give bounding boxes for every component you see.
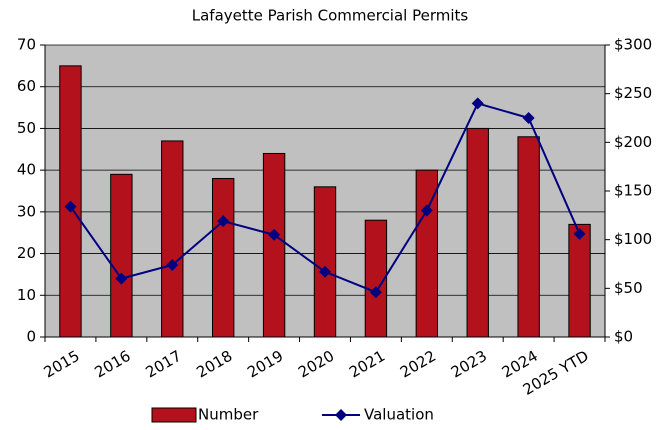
legend-marker: [335, 409, 347, 421]
y-tick-label: 50: [17, 119, 36, 137]
y2-tick-label: $200: [614, 133, 652, 151]
bar: [364, 219, 388, 338]
x-tick-label: 2019: [244, 347, 286, 382]
y-tick-label: 60: [17, 77, 36, 95]
y-tick-label: 10: [17, 286, 36, 304]
x-tick-label: 2020: [295, 347, 337, 382]
marker: [64, 200, 77, 213]
y-tick-label: 30: [17, 202, 36, 220]
y2-tick-label: $250: [614, 84, 652, 102]
marker: [115, 272, 128, 285]
bar: [466, 127, 489, 338]
x-tick-label: 2015: [41, 347, 83, 382]
bar: [262, 152, 286, 338]
legend-swatch: [151, 407, 197, 423]
y2-tick-label: $50: [614, 279, 643, 297]
bar: [161, 140, 184, 338]
x-tick-label: 2023: [448, 347, 490, 382]
marker: [268, 228, 281, 241]
y-tick-label: 0: [26, 328, 36, 346]
marker: [217, 215, 230, 228]
y2-tick-label: $300: [614, 36, 652, 54]
marker: [471, 97, 484, 110]
x-tick-label: 2017: [142, 347, 184, 382]
bar: [517, 136, 540, 338]
bar: [313, 186, 337, 338]
x-tick-label: 2022: [397, 347, 439, 382]
bar: [110, 173, 133, 338]
x-tick-label: 2016: [92, 347, 134, 382]
marker: [166, 258, 179, 271]
marker: [369, 286, 382, 299]
chart-title: Lafayette Parish Commercial Permits: [192, 7, 469, 25]
x-tick-label: 2021: [346, 347, 388, 382]
marker: [573, 227, 586, 240]
legend-label: Number: [198, 406, 259, 424]
y-tick-label: 40: [17, 161, 36, 179]
bar: [568, 223, 591, 338]
bar: [211, 177, 235, 338]
y2-tick-label: $100: [614, 230, 652, 248]
y-tick-label: 20: [17, 244, 36, 262]
marker: [319, 265, 331, 278]
y2-tick-label: $150: [614, 182, 652, 200]
x-tick-label: 2018: [193, 347, 235, 382]
bar: [415, 169, 439, 338]
marker: [522, 112, 535, 124]
y-tick-label: 70: [17, 36, 36, 54]
marker: [420, 204, 433, 217]
y2-tick-label: $0: [614, 328, 633, 346]
legend-label: Valuation: [364, 406, 434, 424]
